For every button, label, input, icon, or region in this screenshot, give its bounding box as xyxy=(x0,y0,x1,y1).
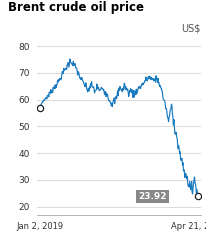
Text: 23.92: 23.92 xyxy=(137,192,166,201)
Text: US$: US$ xyxy=(180,24,200,34)
Text: Brent crude oil price: Brent crude oil price xyxy=(8,1,144,14)
